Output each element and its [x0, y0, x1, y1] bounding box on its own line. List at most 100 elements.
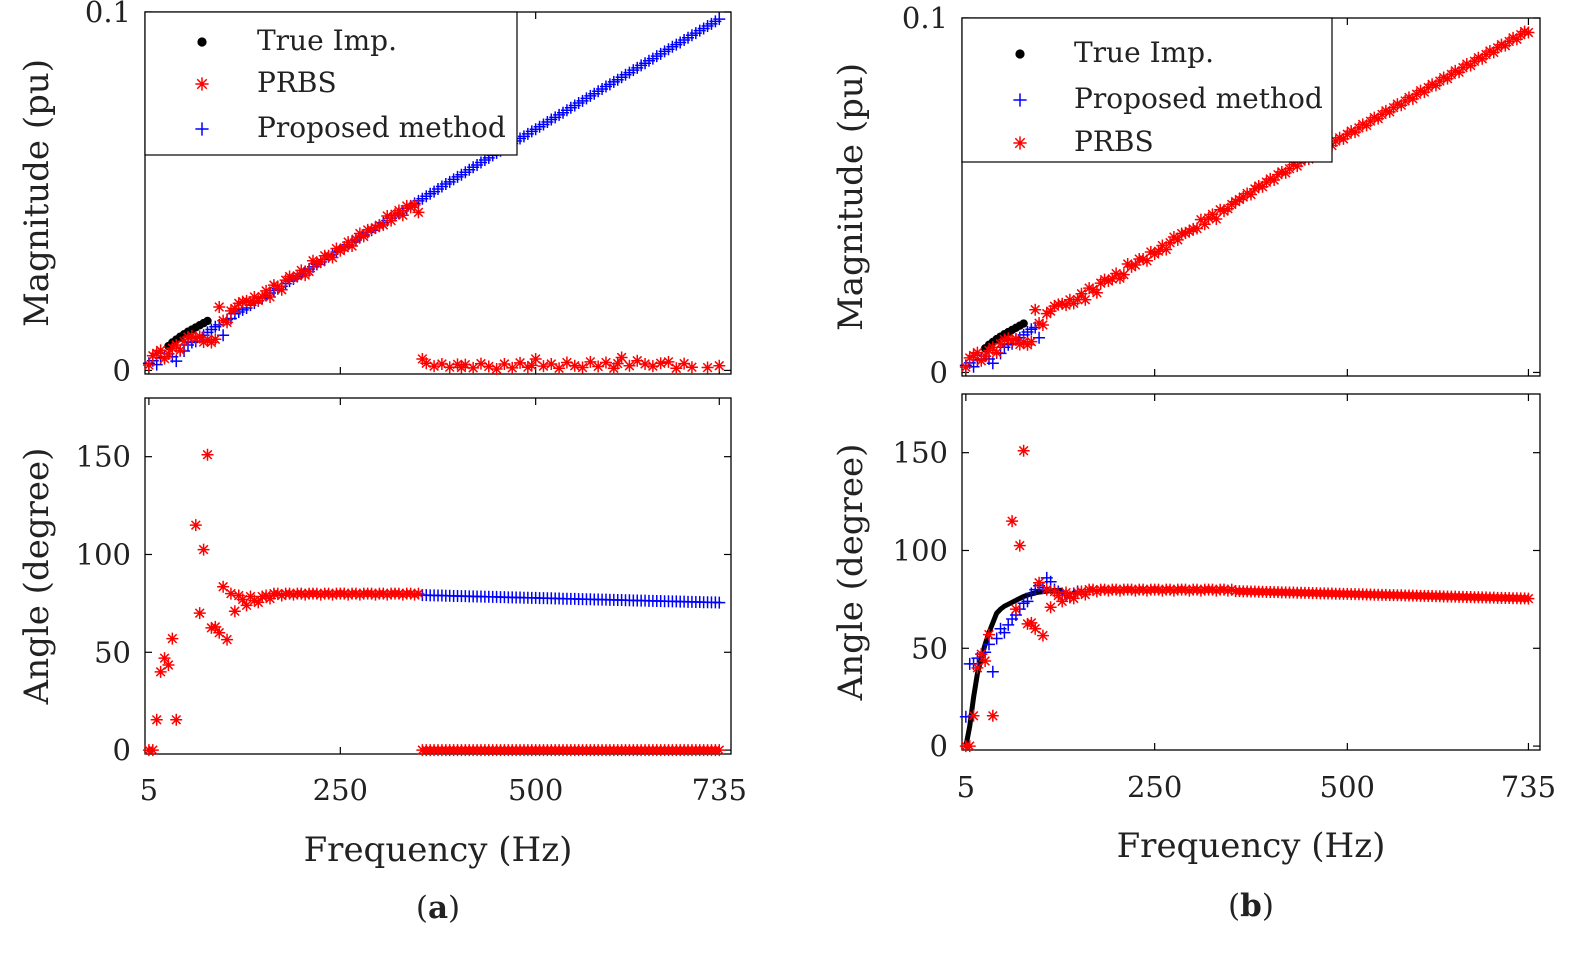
data-point [1098, 583, 1111, 596]
data-point [631, 354, 644, 367]
data-point [1218, 583, 1231, 596]
data-point [537, 360, 550, 373]
data-point [1033, 576, 1046, 589]
data-point [467, 361, 480, 374]
data-point [1044, 601, 1057, 614]
legend-label: True Imp. [1074, 36, 1214, 69]
data-point [213, 626, 226, 639]
data-point [1048, 300, 1061, 313]
data-point [346, 240, 359, 253]
data-point [1245, 188, 1257, 201]
data-point [1160, 243, 1173, 256]
data-point [1029, 622, 1042, 635]
data-point [435, 357, 448, 370]
data-point [1140, 254, 1153, 267]
data-point [256, 290, 269, 303]
data-point [189, 519, 202, 532]
data-point [1079, 293, 1092, 306]
data-point [1033, 317, 1046, 330]
data-point [1225, 583, 1238, 596]
data-point [1264, 172, 1277, 185]
x-tick-label: 735 [1501, 770, 1556, 804]
data-point [1233, 193, 1246, 206]
y-tick-label: 0.1 [85, 0, 131, 29]
data-point [979, 655, 992, 667]
panel-label-open: ( [416, 890, 428, 926]
data-point [1356, 118, 1369, 131]
data-point [1426, 78, 1439, 91]
data-point [1140, 584, 1153, 597]
data-point [240, 599, 253, 612]
y-tick-label: 50 [94, 635, 131, 669]
data-point [1075, 287, 1088, 300]
data-point [1268, 173, 1281, 186]
data-point [1152, 245, 1165, 258]
data-point [1437, 71, 1450, 84]
y-tick-label: 0 [930, 355, 948, 389]
data-point [267, 279, 280, 292]
data-point [201, 448, 214, 461]
data-point [1345, 125, 1358, 138]
data-point [521, 361, 534, 374]
data-point [185, 330, 198, 343]
data-point [369, 588, 382, 601]
data-point [1021, 595, 1034, 608]
data-point [256, 590, 269, 603]
data-point [1137, 253, 1150, 266]
data-point [404, 201, 417, 214]
data-point [1179, 227, 1192, 240]
series-proposed-method [416, 589, 726, 609]
data-point [1019, 319, 1028, 328]
data-point [252, 596, 265, 609]
data-point [678, 357, 691, 370]
data-point [1206, 583, 1219, 596]
data-point [1194, 584, 1207, 597]
angle-y-axis-label: Angle (degree) [17, 448, 57, 706]
data-point [713, 13, 726, 26]
data-point [529, 352, 542, 365]
data-point [342, 588, 355, 601]
panel-label-close: ) [1262, 888, 1274, 924]
data-point [963, 351, 976, 364]
data-point [1167, 584, 1180, 597]
data-point [1090, 585, 1103, 598]
data-point [221, 633, 234, 646]
data-point [545, 357, 558, 370]
data-point [1087, 583, 1100, 596]
data-point [1029, 303, 1042, 316]
data-point [1006, 334, 1019, 347]
data-point [197, 543, 210, 556]
legend-marker-star-icon [195, 77, 209, 91]
y-tick-label: 100 [76, 537, 131, 571]
data-point [1129, 584, 1142, 597]
data-point [982, 628, 995, 641]
data-point [1483, 44, 1496, 57]
data-point [998, 626, 1011, 639]
data-point [228, 605, 241, 618]
data-point [193, 607, 206, 620]
data-point [1025, 616, 1038, 629]
data-point [1125, 260, 1138, 273]
angle-axes-box [144, 397, 732, 755]
panel-b: 0 0.1 Magnitude (pu) True Imp. Proposed meth… [831, 1, 1556, 924]
legend: True Imp. Proposed method PRBS [961, 17, 1333, 163]
data-point [1472, 51, 1485, 64]
data-point [713, 744, 726, 757]
data-point [1098, 273, 1111, 286]
data-point [1152, 583, 1165, 596]
data-point [404, 587, 417, 600]
x-tick-label: 500 [1320, 770, 1375, 804]
legend-marker-plus-icon [1013, 93, 1027, 107]
y-tick-label: 150 [76, 440, 131, 474]
data-point [506, 361, 519, 374]
data-point [213, 300, 226, 313]
legend-label: True Imp. [257, 24, 397, 57]
data-point [1056, 297, 1069, 310]
data-point [1391, 98, 1404, 111]
data-point [1017, 444, 1030, 457]
data-point [986, 709, 999, 722]
y-tick-label: 0.1 [902, 1, 948, 35]
data-point [209, 333, 222, 346]
data-point [240, 294, 253, 307]
data-point [1171, 233, 1184, 246]
